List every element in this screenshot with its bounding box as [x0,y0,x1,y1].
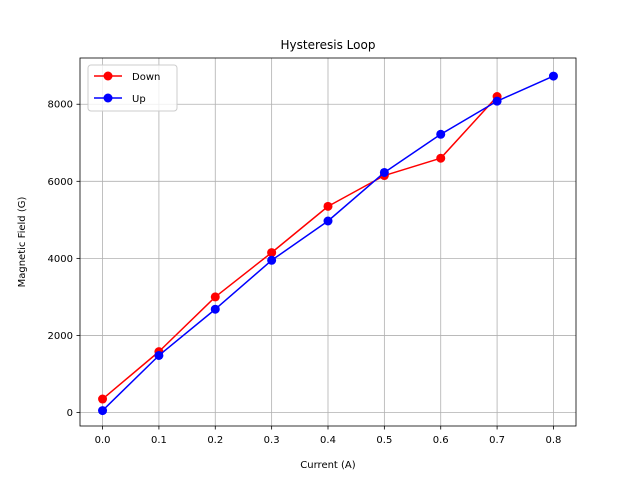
data-point-up [210,304,220,314]
legend-label-up: Up [132,94,146,105]
data-point-up [379,167,389,177]
data-point-up [98,406,108,416]
data-point-down [323,201,333,211]
x-tick-label: 0.3 [264,435,280,446]
series-line-down [102,96,498,400]
x-tick-label: 0.4 [320,435,336,446]
y-tick-label: 4000 [48,254,73,265]
x-tick-label: 0.8 [545,435,561,446]
grid-layer [80,58,576,426]
data-point-up [548,71,558,81]
x-tick-label: 0.6 [433,435,449,446]
legend: Down Up [87,64,178,112]
x-tick-label: 0.7 [489,435,505,446]
x-tick-label: 0.0 [95,435,111,446]
data-point-down [436,153,446,163]
x-tick-label: 0.2 [207,435,223,446]
y-tick-label: 0 [67,408,73,419]
data-point-up [154,350,164,360]
data-point-up [436,129,446,139]
data-point-up [267,255,277,265]
data-point-down [210,292,220,302]
data-point-up [323,216,333,226]
series-layer [98,71,558,416]
tick-layer: 0.0 0.1 0.2 0.3 0.4 0.5 0.6 0.7 0.8 0 2000 4000 6000… [48,100,562,446]
x-tick-label: 0.1 [151,435,167,446]
data-point-down [98,394,108,404]
data-point-down [267,248,277,258]
legend-label-down: Down [132,72,160,83]
legend-marker-up [103,93,113,103]
x-tick-label: 0.5 [376,435,392,446]
chart-title: Hysteresis Loop [281,38,376,52]
y-axis-label: Magnetic Field (G) [17,197,28,288]
data-point-up [492,96,502,106]
y-tick-label: 6000 [48,177,73,188]
y-tick-label: 2000 [48,331,73,342]
y-tick-label: 8000 [48,100,73,111]
x-axis-label: Current (A) [300,460,355,471]
legend-marker-down [103,71,113,81]
